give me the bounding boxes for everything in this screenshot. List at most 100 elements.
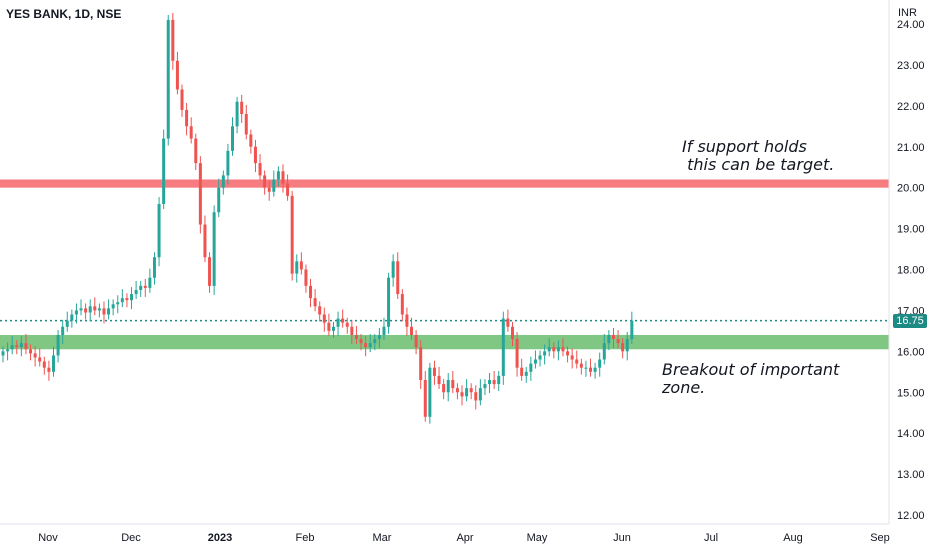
candle-body[interactable] [621,343,625,352]
candle-body[interactable] [556,347,560,352]
candle-body[interactable] [611,334,615,340]
candle-body[interactable] [79,308,83,311]
candle-body[interactable] [88,306,92,313]
candle-body[interactable] [460,392,464,397]
candle-body[interactable] [547,347,551,352]
candle-body[interactable] [345,322,349,327]
candle-body[interactable] [276,171,280,180]
candle-body[interactable] [478,388,482,401]
candle-body[interactable] [304,269,308,286]
candle-body[interactable] [506,318,510,327]
candle-body[interactable] [589,367,593,372]
candle-body[interactable] [74,310,78,315]
candle-body[interactable] [423,379,427,417]
candle-body[interactable] [212,212,216,286]
candle-body[interactable] [281,171,285,184]
candle-body[interactable] [350,326,354,335]
candle-body[interactable] [474,392,478,401]
candle-body[interactable] [552,347,556,352]
candle-body[interactable] [437,375,441,385]
candle-body[interactable] [515,339,519,368]
candle-body[interactable] [258,163,262,176]
candle-body[interactable] [221,175,225,188]
candle-body[interactable] [180,89,184,110]
candle-body[interactable] [194,138,198,164]
candle-body[interactable] [451,379,455,389]
candle-body[interactable] [19,343,23,348]
candle-body[interactable] [130,294,134,301]
candle-body[interactable] [272,179,276,192]
candle-body[interactable] [253,146,257,164]
candle-body[interactable] [432,367,436,376]
candle-body[interactable] [364,343,368,348]
candle-body[interactable] [428,367,432,417]
candle-body[interactable] [166,19,170,139]
candle-body[interactable] [111,304,115,309]
candle-body[interactable] [607,334,611,344]
candle-body[interactable] [249,134,253,147]
candle-body[interactable] [1,351,5,356]
candle-body[interactable] [217,187,221,213]
candle-body[interactable] [6,349,10,352]
price-axis[interactable]: 12.0013.0014.0015.0016.0017.0018.0019.00… [897,19,925,522]
candle-body[interactable] [175,60,179,90]
candle-body[interactable] [29,349,33,354]
candle-body[interactable] [38,357,42,362]
candle-body[interactable] [373,339,377,344]
candle-body[interactable] [575,359,579,364]
candle-body[interactable] [185,109,189,127]
candle-body[interactable] [598,359,602,368]
candle-body[interactable] [84,308,88,313]
candle-body[interactable] [322,314,326,323]
candle-body[interactable] [61,326,65,335]
candle-body[interactable] [492,379,496,385]
candle-body[interactable] [42,361,46,368]
candle-body[interactable] [570,355,574,360]
candle-body[interactable] [469,388,473,393]
candle-body[interactable] [231,126,234,151]
candle-body[interactable] [226,150,230,176]
candle-body[interactable] [630,320,634,340]
candle-body[interactable] [602,343,606,360]
candle-body[interactable] [465,388,469,397]
candle-body[interactable] [47,367,51,372]
candle-body[interactable] [93,306,97,311]
candle-body[interactable] [295,261,299,274]
candle-body[interactable] [579,363,583,368]
candle-body[interactable] [244,114,248,135]
candle-body[interactable] [152,257,156,278]
candle-body[interactable] [510,326,514,340]
candle-body[interactable] [51,355,55,372]
candle-body[interactable] [359,339,363,344]
candle-body[interactable] [488,379,492,385]
candle-body[interactable] [520,367,524,376]
candle-body[interactable] [396,261,400,295]
candle-body[interactable] [625,339,629,352]
candle-body[interactable] [65,320,69,327]
candle-body[interactable] [543,351,547,356]
candle-body[interactable] [331,326,335,331]
candle-body[interactable] [10,345,14,350]
candle-body[interactable] [336,318,340,327]
candle-body[interactable] [24,343,28,350]
candle-body[interactable] [483,384,487,389]
candle-body[interactable] [33,353,37,358]
candle-body[interactable] [391,261,395,278]
candle-body[interactable] [120,298,124,303]
candle-body[interactable] [584,367,588,369]
candle-body[interactable] [286,183,290,196]
candle-body[interactable] [299,261,303,270]
candle-body[interactable] [387,277,391,327]
candle-body[interactable] [125,298,129,301]
candle-body[interactable] [442,384,446,393]
candle-body[interactable] [162,138,166,205]
candle-body[interactable] [267,187,271,192]
candle-body[interactable] [377,334,381,340]
candle-body[interactable] [382,326,386,335]
candle-body[interactable] [497,375,501,385]
candle-body[interactable] [405,314,409,327]
time-axis[interactable]: Nov Dec 2023 Feb Mar Apr May Jun Jul Aug Sep [38,532,890,544]
candle-body[interactable] [134,289,138,295]
candle-body[interactable] [400,294,404,315]
